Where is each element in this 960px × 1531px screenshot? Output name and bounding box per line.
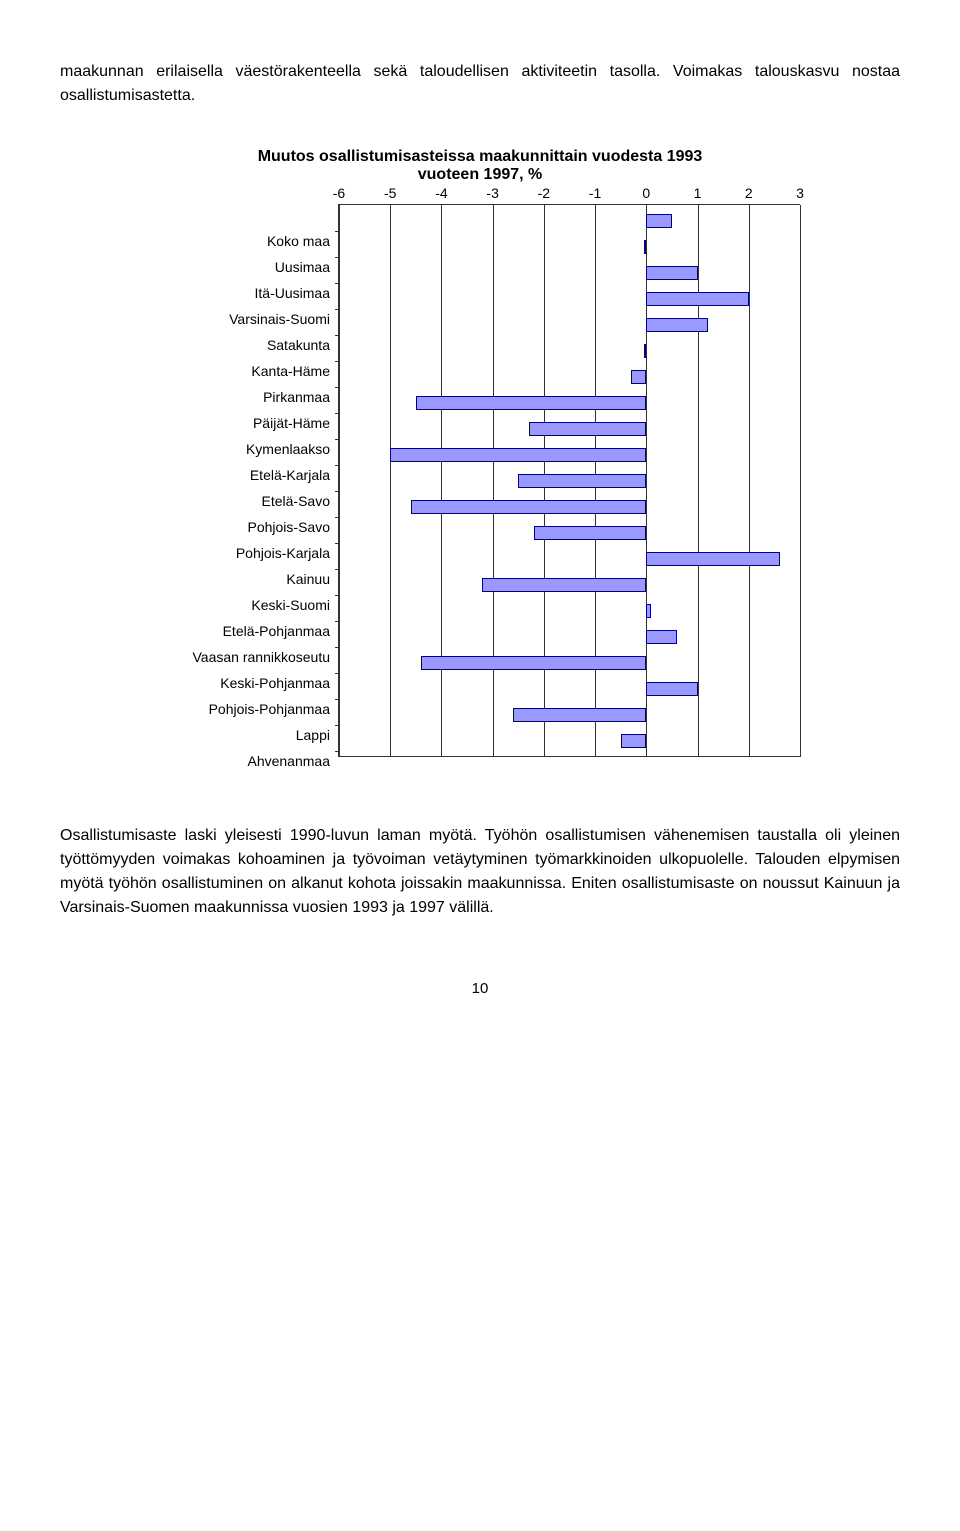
chart-bar (646, 630, 677, 644)
page-number: 10 (60, 980, 900, 997)
gridline (390, 205, 391, 757)
y-category-label: Kanta-Häme (160, 358, 330, 384)
paragraph-2: Osallistumisaste laski yleisesti 1990-lu… (60, 824, 900, 920)
y-category-label: Etelä-Pohjanmaa (160, 618, 330, 644)
chart-bar (646, 682, 697, 696)
y-category-label: Pirkanmaa (160, 384, 330, 410)
gridline (646, 205, 647, 757)
gridline (800, 205, 801, 757)
x-tick-label: -6 (333, 185, 345, 201)
y-category-label: Kymenlaakso (160, 436, 330, 462)
x-tick-label: 3 (796, 185, 804, 201)
chart-bar (644, 344, 647, 358)
y-category-label: Satakunta (160, 332, 330, 358)
x-tick-label: 0 (642, 185, 650, 201)
chart-bar (621, 734, 647, 748)
x-tick-label: 1 (694, 185, 702, 201)
chart-bar (534, 526, 647, 540)
chart-bar (646, 318, 707, 332)
y-category-label: Varsinais-Suomi (160, 306, 330, 332)
chart-bar (529, 422, 647, 436)
y-category-label: Uusimaa (160, 254, 330, 280)
chart-bar (646, 214, 672, 228)
chart-bar (421, 656, 646, 670)
x-tick-label: -3 (486, 185, 498, 201)
y-category-label: Etelä-Karjala (160, 462, 330, 488)
chart-bar (631, 370, 646, 384)
y-category-label: Ahvenanmaa (160, 748, 330, 774)
gridline (698, 205, 699, 757)
y-category-label: Kainuu (160, 566, 330, 592)
x-tick-label: -5 (384, 185, 396, 201)
y-category-label: Keski-Pohjanmaa (160, 670, 330, 696)
chart-bar (482, 578, 646, 592)
y-category-label: Koko maa (160, 228, 330, 254)
y-category-label: Itä-Uusimaa (160, 280, 330, 306)
y-category-label: Lappi (160, 722, 330, 748)
x-tick-label: -1 (589, 185, 601, 201)
chart-bar (390, 448, 646, 462)
chart-bar (518, 474, 646, 488)
y-category-label: Etelä-Savo (160, 488, 330, 514)
paragraph-1: maakunnan erilaisella väestörakenteella … (60, 60, 900, 108)
x-tick-label: 2 (745, 185, 753, 201)
gridline (441, 205, 442, 757)
chart-bar (646, 552, 779, 566)
chart-title: Muutos osallistumisasteissa maakunnittai… (160, 148, 800, 184)
chart-bar (411, 500, 647, 514)
y-axis-labels: Koko maaUusimaaItä-UusimaaVarsinais-Suom… (160, 204, 338, 774)
x-tick-label: -2 (538, 185, 550, 201)
chart-bar (646, 604, 651, 618)
gridline (749, 205, 750, 757)
gridline (493, 205, 494, 757)
chart-bar (646, 266, 697, 280)
gridline (339, 205, 340, 757)
chart-bar (646, 292, 748, 306)
chart-bar (513, 708, 646, 722)
chart-plot: -6-5-4-3-2-10123 (338, 204, 800, 757)
chart-bar (644, 240, 647, 254)
y-category-label: Keski-Suomi (160, 592, 330, 618)
x-tick-label: -4 (435, 185, 447, 201)
y-category-label: Pohjois-Pohjanmaa (160, 696, 330, 722)
y-category-label: Vaasan rannikkoseutu (160, 644, 330, 670)
y-category-label: Pohjois-Karjala (160, 540, 330, 566)
chart-bar (416, 396, 647, 410)
chart-container: Muutos osallistumisasteissa maakunnittai… (160, 148, 800, 774)
y-category-label: Päijät-Häme (160, 410, 330, 436)
y-category-label: Pohjois-Savo (160, 514, 330, 540)
chart-area: Koko maaUusimaaItä-UusimaaVarsinais-Suom… (160, 204, 800, 774)
